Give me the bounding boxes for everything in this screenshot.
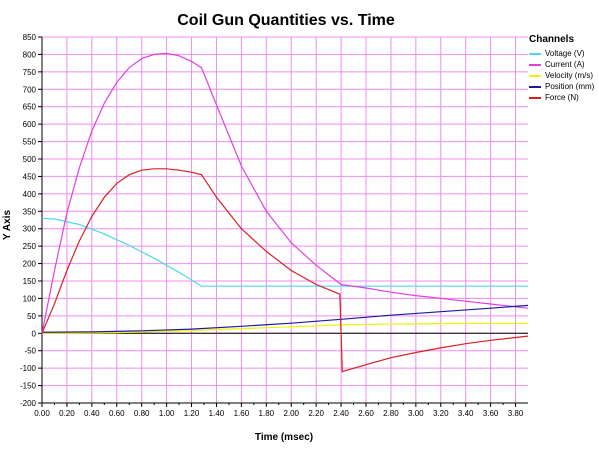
legend-swatch — [529, 52, 541, 55]
x-tick-label: 0.20 — [59, 409, 75, 418]
x-tick-label: 2.20 — [308, 409, 324, 418]
x-tick-label: 1.60 — [234, 409, 250, 418]
x-tick-labels: 0.00 0.20 0.40 0.60 0.80 1.00 1.20 1.40 1.60 1.80… — [34, 409, 524, 418]
x-tick-label: 0.80 — [134, 409, 150, 418]
y-tick-labels: 8508007507006506005505004504003503002502… — [20, 33, 37, 408]
x-tick-label: 0.40 — [84, 409, 100, 418]
y-tick-label: 100 — [23, 294, 37, 303]
y-tick-label: 150 — [23, 277, 37, 286]
legend-swatch — [529, 63, 541, 66]
legend-item-position: Position (mm) — [529, 81, 597, 92]
y-tick-label: 700 — [23, 85, 37, 94]
y-tick-label: 50 — [27, 312, 36, 321]
y-tick-label: 450 — [23, 172, 37, 181]
y-tick-label: 500 — [23, 155, 37, 164]
series-line-velocity — [41, 322, 528, 334]
legend-items: Voltage (V) Current (A) Velocity (m/s) Posi… — [529, 48, 597, 103]
legend-item-voltage: Voltage (V) — [529, 48, 597, 59]
x-tick-label: 2.40 — [333, 409, 349, 418]
y-tick-label: 650 — [23, 103, 37, 112]
y-tick-label: -150 — [20, 382, 37, 391]
y-tick-label: 400 — [23, 190, 37, 199]
series-line-voltage — [41, 217, 528, 287]
x-axis-label: Time (msec) — [255, 432, 313, 443]
x-tick-label: 3.60 — [483, 409, 499, 418]
legend-label: Current (A) — [545, 60, 585, 69]
y-tick-label: -50 — [24, 347, 36, 356]
y-tick-label: 250 — [23, 242, 37, 251]
y-tick-label: 350 — [23, 207, 37, 216]
series-line-position — [41, 304, 529, 333]
series-line-current — [41, 52, 529, 334]
y-axis-label: Y Axis — [2, 210, 13, 240]
series-lines — [41, 52, 529, 373]
legend-swatch — [529, 85, 541, 88]
x-tick-label: 3.00 — [408, 409, 424, 418]
legend-item-velocity: Velocity (m/s) — [529, 70, 597, 81]
x-tick-label: 3.40 — [458, 409, 474, 418]
x-tick-label: 2.00 — [283, 409, 299, 418]
x-tick-label: 1.20 — [184, 409, 200, 418]
series-line-force — [41, 168, 529, 373]
legend-item-force: Force (N) — [529, 92, 597, 103]
plot-area — [42, 37, 528, 403]
x-tick-label: 1.80 — [259, 409, 275, 418]
legend-label: Velocity (m/s) — [545, 71, 594, 80]
y-tick-label: 550 — [23, 138, 37, 147]
grid — [41, 36, 528, 404]
y-tick-label: -100 — [20, 364, 37, 373]
legend-swatch — [529, 96, 541, 99]
axes — [38, 36, 528, 407]
legend-swatch — [529, 74, 541, 77]
legend: Channels Voltage (V) Current (A) Velocity … — [529, 34, 597, 103]
x-tick-label: 1.00 — [159, 409, 175, 418]
x-tick-label: 2.80 — [383, 409, 399, 418]
x-tick-label: 0.60 — [109, 409, 125, 418]
y-tick-label: 0 — [32, 329, 37, 338]
y-tick-label: 300 — [23, 225, 37, 234]
x-tick-label: 2.60 — [358, 409, 374, 418]
legend-label: Voltage (V) — [545, 49, 585, 58]
y-tick-label: -200 — [20, 399, 37, 408]
y-tick-label: 600 — [23, 120, 37, 129]
legend-label: Position (mm) — [545, 82, 595, 91]
y-tick-label: 850 — [23, 33, 37, 42]
legend-item-current: Current (A) — [529, 59, 597, 70]
x-tick-label: 3.20 — [433, 409, 449, 418]
legend-title: Channels — [529, 34, 575, 45]
x-tick-label: 0.00 — [34, 409, 50, 418]
x-tick-label: 3.80 — [508, 409, 524, 418]
chart-title: Coil Gun Quantities vs. Time — [177, 12, 395, 29]
x-tick-label: 1.40 — [209, 409, 225, 418]
y-tick-label: 750 — [23, 68, 37, 77]
legend-label: Force (N) — [545, 93, 579, 102]
y-tick-label: 800 — [23, 50, 37, 59]
y-tick-label: 200 — [23, 260, 37, 269]
